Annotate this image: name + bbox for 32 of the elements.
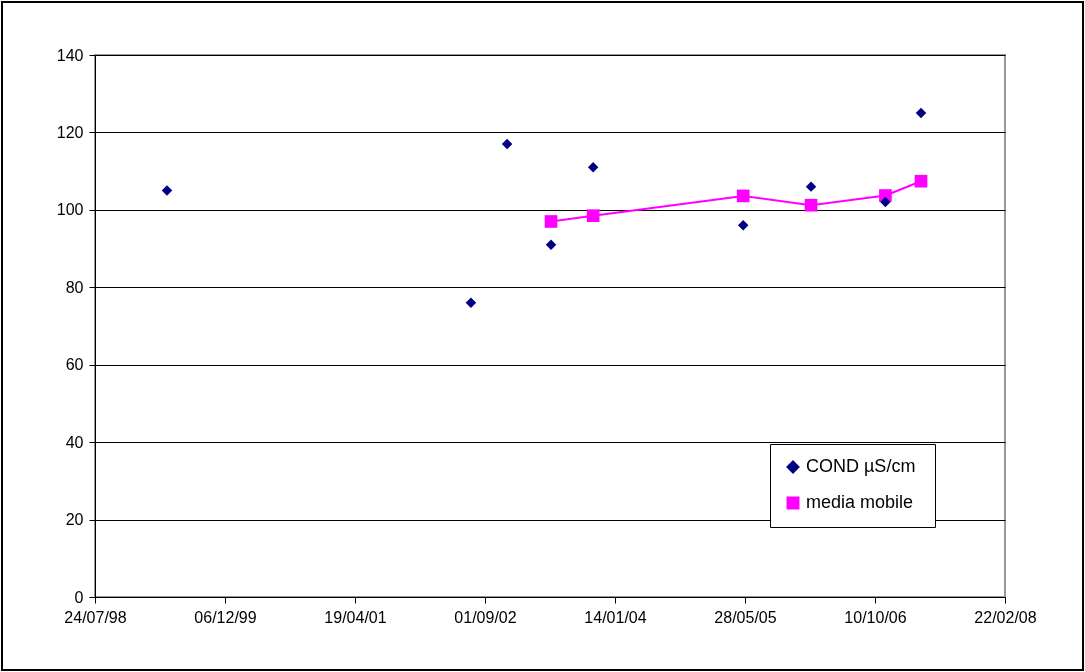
x-tick-label: 06/12/99 (194, 608, 257, 626)
point (736, 189, 750, 203)
x-tick-label: 14/01/04 (584, 608, 647, 626)
x-tick-label: 19/04/01 (324, 608, 387, 626)
point (161, 185, 173, 196)
legend-label: media mobile (806, 492, 914, 512)
point (465, 297, 477, 309)
point (915, 107, 927, 119)
y-tick-label: 120 (56, 123, 84, 141)
x-tick-label: 22/02/08 (974, 608, 1037, 626)
y-tick-label: 60 (65, 356, 84, 374)
point (737, 220, 749, 231)
point (914, 174, 928, 188)
point (545, 239, 557, 250)
y-tick-label: 0 (74, 588, 84, 606)
point (587, 162, 599, 173)
x-tick-label: 28/05/05 (714, 608, 777, 626)
legend-label: COND µS/cm (806, 456, 916, 476)
point (880, 196, 891, 208)
y-tick-label: 80 (65, 278, 84, 296)
x-tick-label: 10/10/06 (844, 608, 907, 626)
point (805, 181, 817, 192)
point (804, 198, 818, 212)
x-tick-label: 01/09/02 (454, 608, 517, 626)
y-tick-label: 100 (56, 201, 84, 219)
point (544, 215, 558, 228)
y-tick-label: 20 (65, 511, 84, 529)
point (501, 138, 513, 150)
point (586, 209, 600, 222)
y-tick-label: 140 (56, 46, 84, 64)
x-tick-label: 24/07/98 (64, 608, 127, 626)
y-tick-label: 40 (65, 433, 84, 451)
